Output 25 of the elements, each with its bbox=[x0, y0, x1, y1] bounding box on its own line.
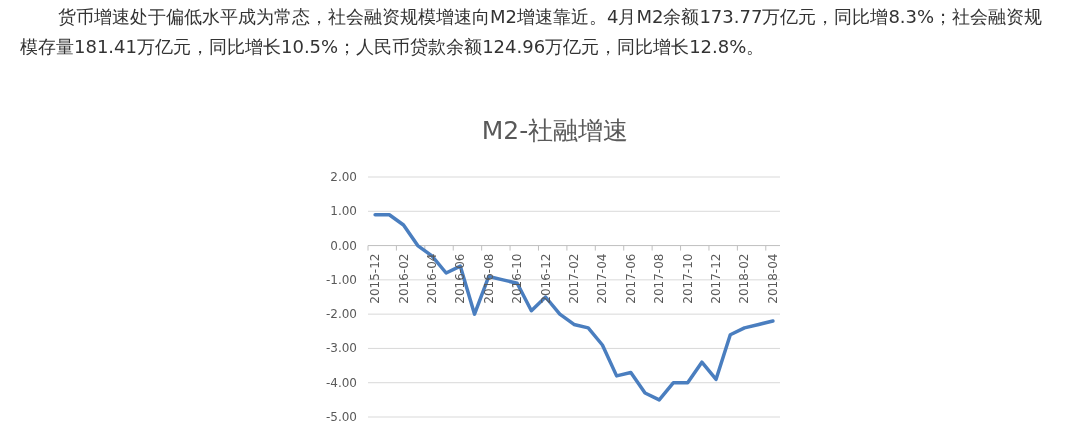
x-tick-label: 2016-06 bbox=[453, 253, 468, 304]
x-tick-label: 2017-08 bbox=[652, 253, 667, 304]
x-tick-label: 2017-10 bbox=[680, 253, 695, 304]
y-tick-label: -1.00 bbox=[325, 272, 357, 287]
x-tick-label: 2017-06 bbox=[623, 253, 638, 304]
y-tick-label: 0.00 bbox=[330, 238, 357, 253]
x-tick-label: 2017-12 bbox=[709, 253, 724, 304]
x-tick-label: 2016-08 bbox=[481, 253, 496, 304]
x-tick-label: 2016-10 bbox=[510, 253, 525, 304]
title: M2-社融增速 bbox=[481, 115, 629, 145]
x-tick-label: 2018-02 bbox=[737, 253, 752, 304]
x-tick-label: 2016-04 bbox=[424, 253, 439, 304]
x-tick-label: 2018-04 bbox=[765, 253, 780, 304]
x-tick-label: 2015-12 bbox=[368, 253, 383, 304]
y-tick-label: 1.00 bbox=[330, 204, 357, 219]
y-tick-label: -3.00 bbox=[325, 341, 357, 356]
annotation: 货币增速处于偏低水平成为常态，社会融资规模增速向M2增速靠近。4月M2余额173.77万亿元，同比增8.3%；社会融资规模存量181.41万亿元，同比增长10.5%；人民币贷款余额124.96万亿元，同比增长12.8%。 bbox=[20, 5, 1044, 59]
x-tick-label: 2016-12 bbox=[538, 253, 553, 304]
y-tick-label: -4.00 bbox=[325, 375, 357, 390]
x-tick-label: 2016-02 bbox=[396, 253, 411, 304]
y-tick-label: 2.00 bbox=[330, 170, 357, 184]
x-tick-label: 2017-02 bbox=[567, 253, 581, 304]
y-tick-label: -2.00 bbox=[325, 307, 357, 322]
y-tick-label: -5.00 bbox=[325, 410, 357, 424]
x-tick-label: 2017-04 bbox=[595, 253, 610, 304]
